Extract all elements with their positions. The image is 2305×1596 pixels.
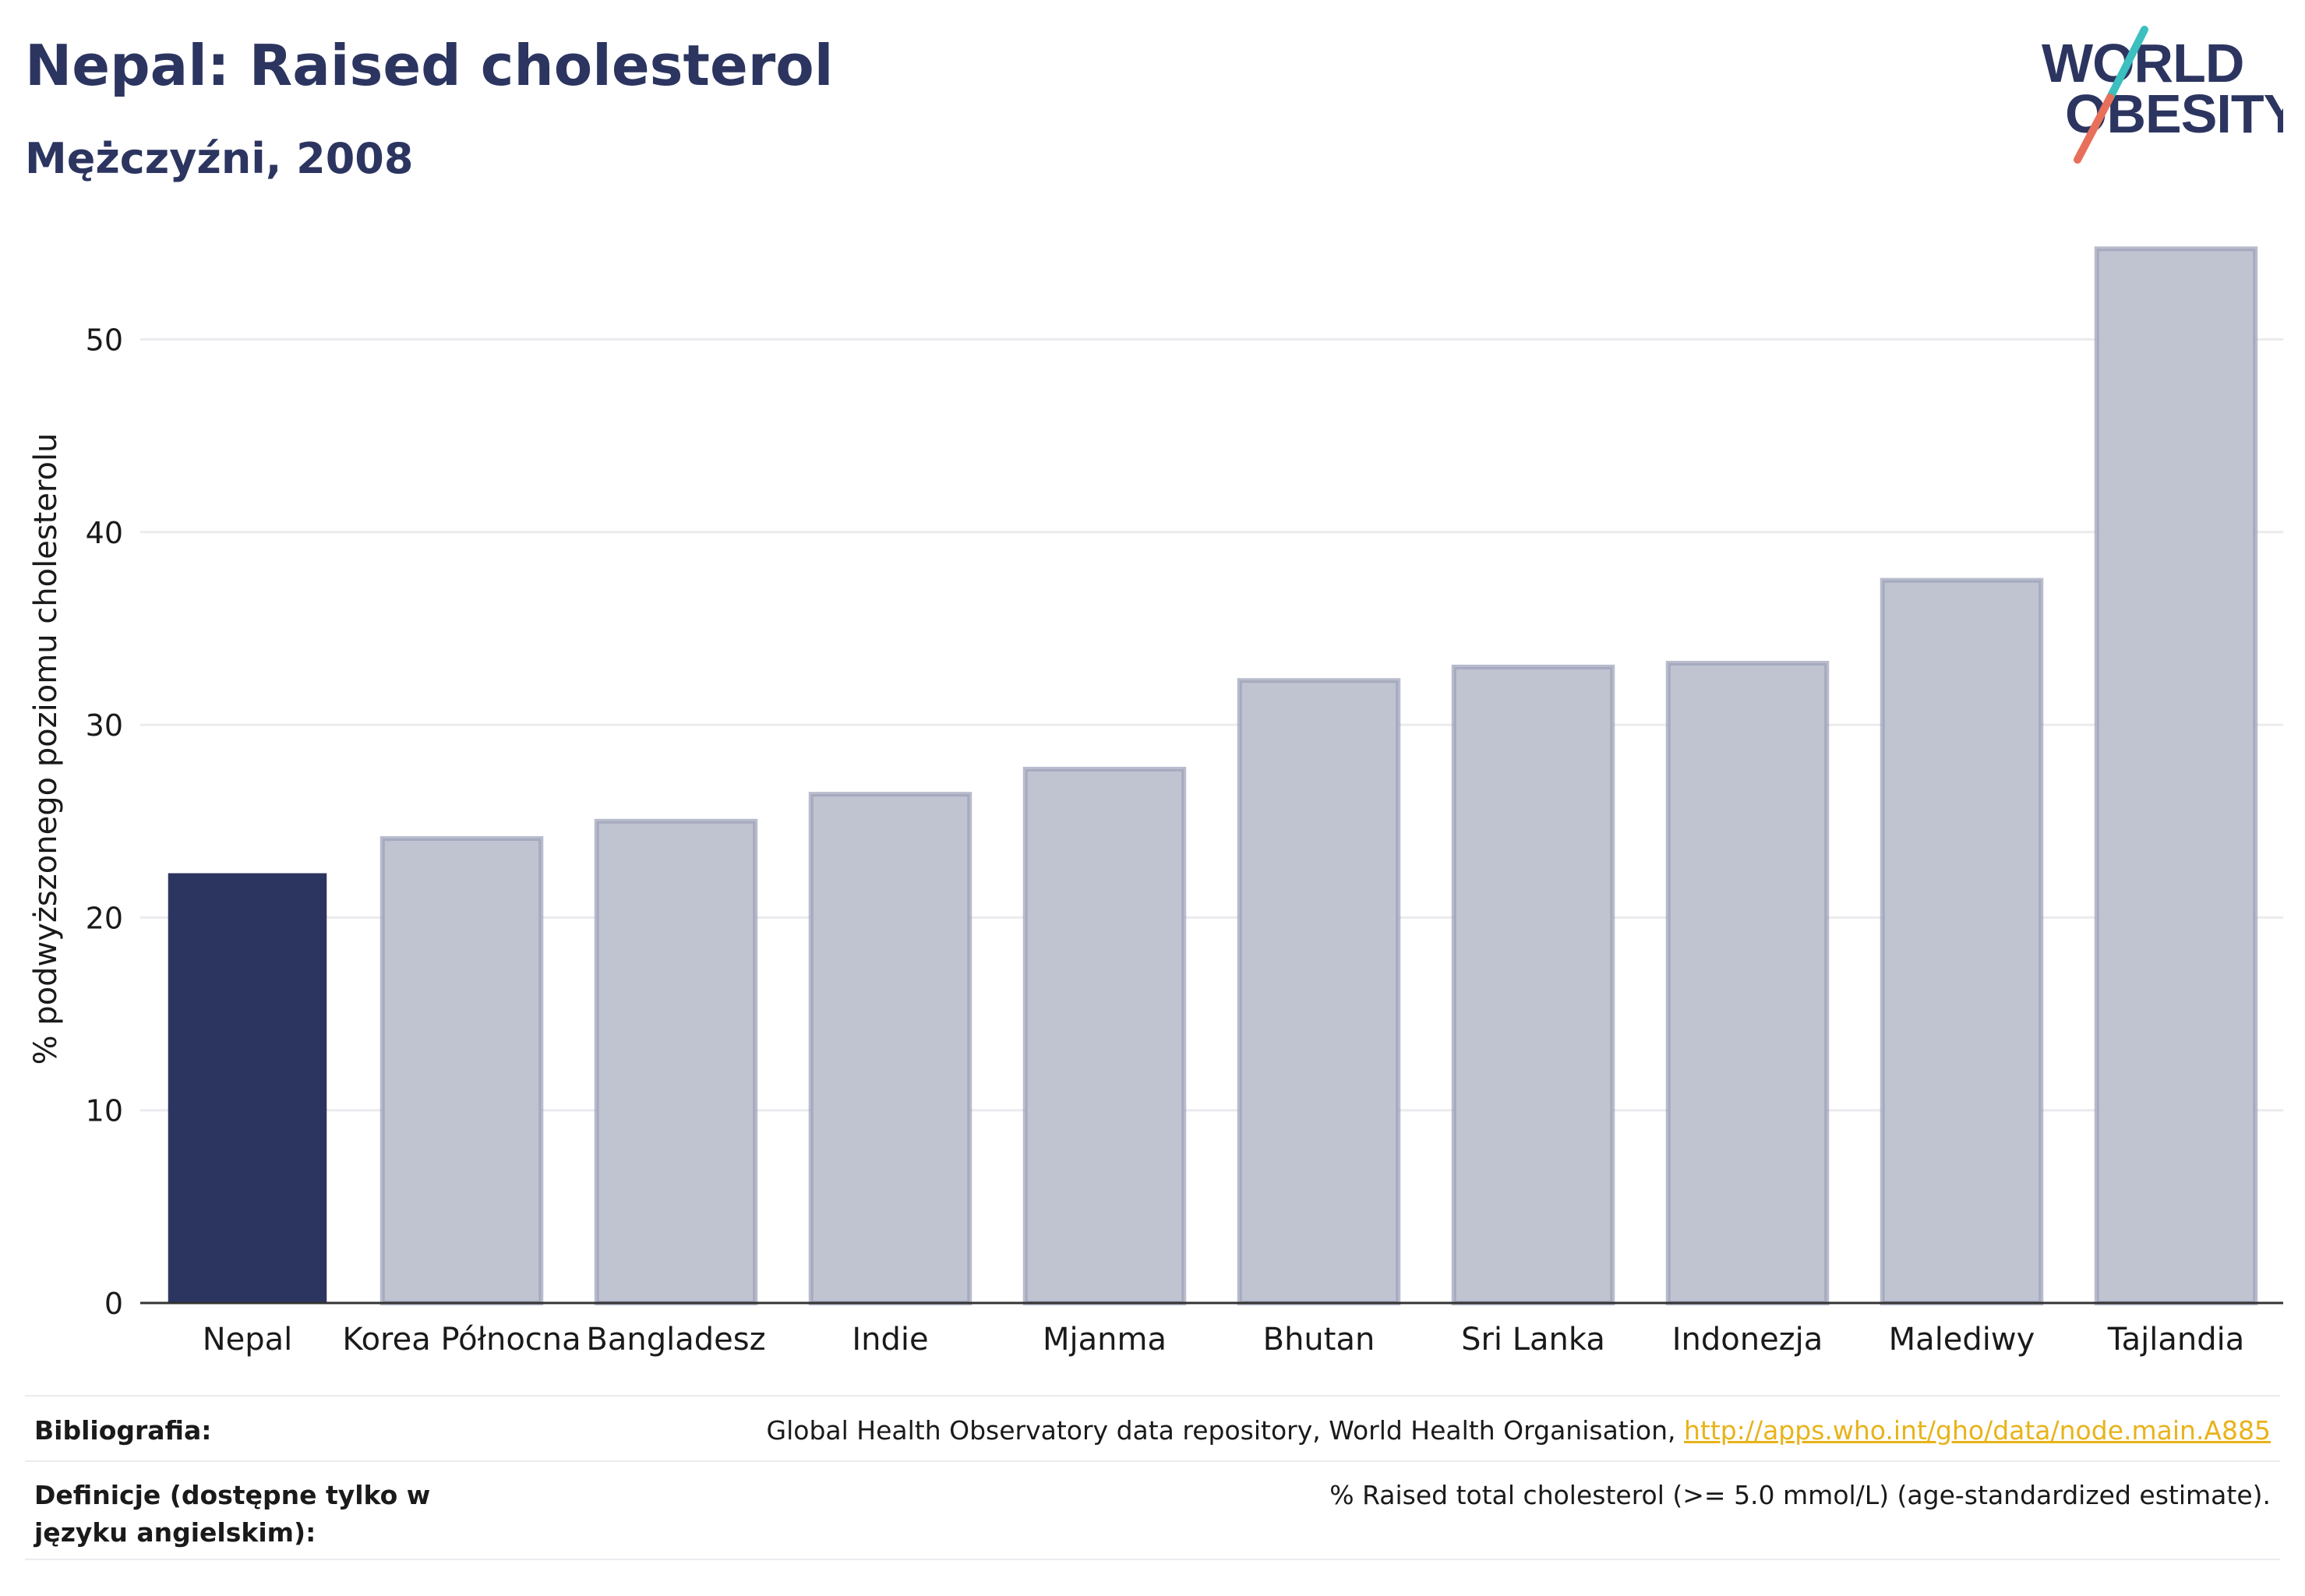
y-tick-label: 40	[86, 516, 123, 550]
bar-malediwy	[1880, 577, 2044, 1305]
footer-source-row: Bibliografia: Global Health Observatory …	[34, 1412, 2271, 1449]
bar-tajlandia	[2094, 246, 2258, 1305]
footer-divider-bottom	[25, 1559, 2280, 1560]
y-tick-label: 10	[86, 1094, 123, 1128]
x-tick-label: Bangladesz	[586, 1322, 765, 1358]
y-tick-label: 0	[104, 1287, 123, 1321]
x-tick-label: Sri Lanka	[1461, 1322, 1605, 1358]
bars	[168, 246, 2258, 1306]
source-text: Global Health Observatory data repositor…	[766, 1415, 1684, 1446]
logo-slash-bottom	[2074, 94, 2114, 164]
bar-nepal	[168, 873, 327, 1303]
x-tick-label: Indonezja	[1672, 1322, 1823, 1358]
y-tick-label: 50	[86, 323, 123, 357]
x-tick-label: Korea Północna	[342, 1322, 581, 1358]
x-tick-label: Nepal	[203, 1322, 293, 1358]
x-tick-label: Malediwy	[1889, 1322, 2035, 1358]
x-tick-labels: Nepal Korea Północna Bangladesz Indie Mjanma…	[203, 1322, 2244, 1358]
bar-bhutan	[1237, 678, 1401, 1305]
bar-indonezja	[1665, 660, 1830, 1305]
definition-value: % Raised total cholesterol (>= 5.0 mmol/…	[1329, 1480, 2271, 1510]
bar-sri-lanka	[1451, 664, 1615, 1305]
logo-slash-top	[2106, 26, 2148, 101]
logo-line1: WORLD	[2042, 33, 2243, 94]
bar-korea-północna	[379, 835, 544, 1306]
definition-label: Definicje (dostępne tylko w języku angie…	[34, 1480, 431, 1548]
bar-indie	[808, 792, 972, 1305]
footer-divider-middle	[25, 1460, 2280, 1462]
source-label: Bibliografia:	[34, 1415, 212, 1446]
y-tick-label: 20	[86, 901, 123, 935]
footer-divider-top	[25, 1395, 2280, 1396]
x-tick-label: Bhutan	[1263, 1322, 1375, 1358]
chart-title: Nepal: Raised cholesterol	[25, 33, 834, 98]
source-value: Global Health Observatory data repositor…	[767, 1412, 2271, 1449]
source-link[interactable]: http://apps.who.int/gho/data/node.main.A…	[1683, 1415, 2271, 1446]
world-obesity-logo: WORLD OBESITY	[2042, 26, 2283, 164]
bar-chart: 0 10 20 30 40 50 Nepal Korea Północna Banglades…	[28, 246, 2283, 1358]
chart-subtitle: Mężczyźni, 2008	[25, 134, 414, 183]
bar-bangladesz	[594, 818, 758, 1305]
y-tick-label: 30	[86, 708, 123, 743]
bar-mjanma	[1022, 766, 1187, 1305]
x-tick-label: Tajlandia	[2107, 1322, 2244, 1358]
y-axis-label: % podwyższonego poziomu cholesterolu	[28, 433, 64, 1065]
y-tick-labels: 0 10 20 30 40 50	[86, 323, 123, 1321]
footer-definition-row: Definicje (dostępne tylko w języku angie…	[34, 1477, 2271, 1552]
x-tick-label: Mjanma	[1043, 1322, 1167, 1358]
x-tick-label: Indie	[852, 1322, 928, 1358]
